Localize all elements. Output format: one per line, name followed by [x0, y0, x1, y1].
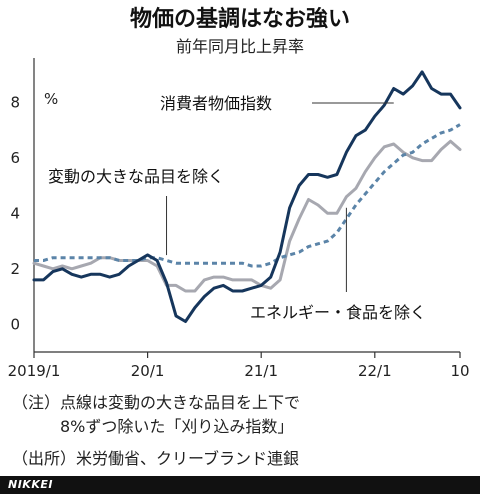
y-tick-label-1: 2	[10, 260, 20, 278]
x-tick-label-3: 22/1	[358, 362, 392, 380]
x-tick-label-4: 10	[450, 362, 469, 380]
y-tick-label-2: 4	[10, 204, 20, 222]
x-tick-label-0: 2019/1	[8, 362, 61, 380]
annotation-label-0: 消費者物価指数	[160, 94, 272, 113]
series-line-1	[32, 139, 462, 293]
chart-title: 物価の基調はなお強い	[130, 6, 350, 32]
series-line-2	[34, 123, 461, 268]
note-line-0: （注）点線は変動の大きな品目を上下で	[12, 393, 300, 412]
footer-bar: NIKKEI	[0, 476, 480, 494]
annotation-label-2: エネルギー・食品を除く	[250, 303, 426, 322]
note-line-1: 8%ずつ除いた「刈り込み指数」	[60, 417, 293, 436]
y-tick-label-3: 6	[10, 149, 20, 167]
x-tick-label-1: 20/1	[131, 362, 165, 380]
annotation-label-1: 変動の大きな品目を除く	[48, 167, 224, 186]
note-line-2: （出所）米労働省、クリーブランド連銀	[12, 449, 299, 468]
chart-subtitle: 前年同月比上昇率	[176, 37, 304, 56]
y-tick-label-0: 0	[10, 315, 20, 333]
nikkei-logo: NIKKEI	[8, 478, 53, 491]
y-axis-unit: %	[44, 90, 58, 108]
series-line-0	[32, 70, 462, 323]
x-tick-label-2: 21/1	[244, 362, 278, 380]
y-tick-label-4: 8	[10, 93, 20, 111]
